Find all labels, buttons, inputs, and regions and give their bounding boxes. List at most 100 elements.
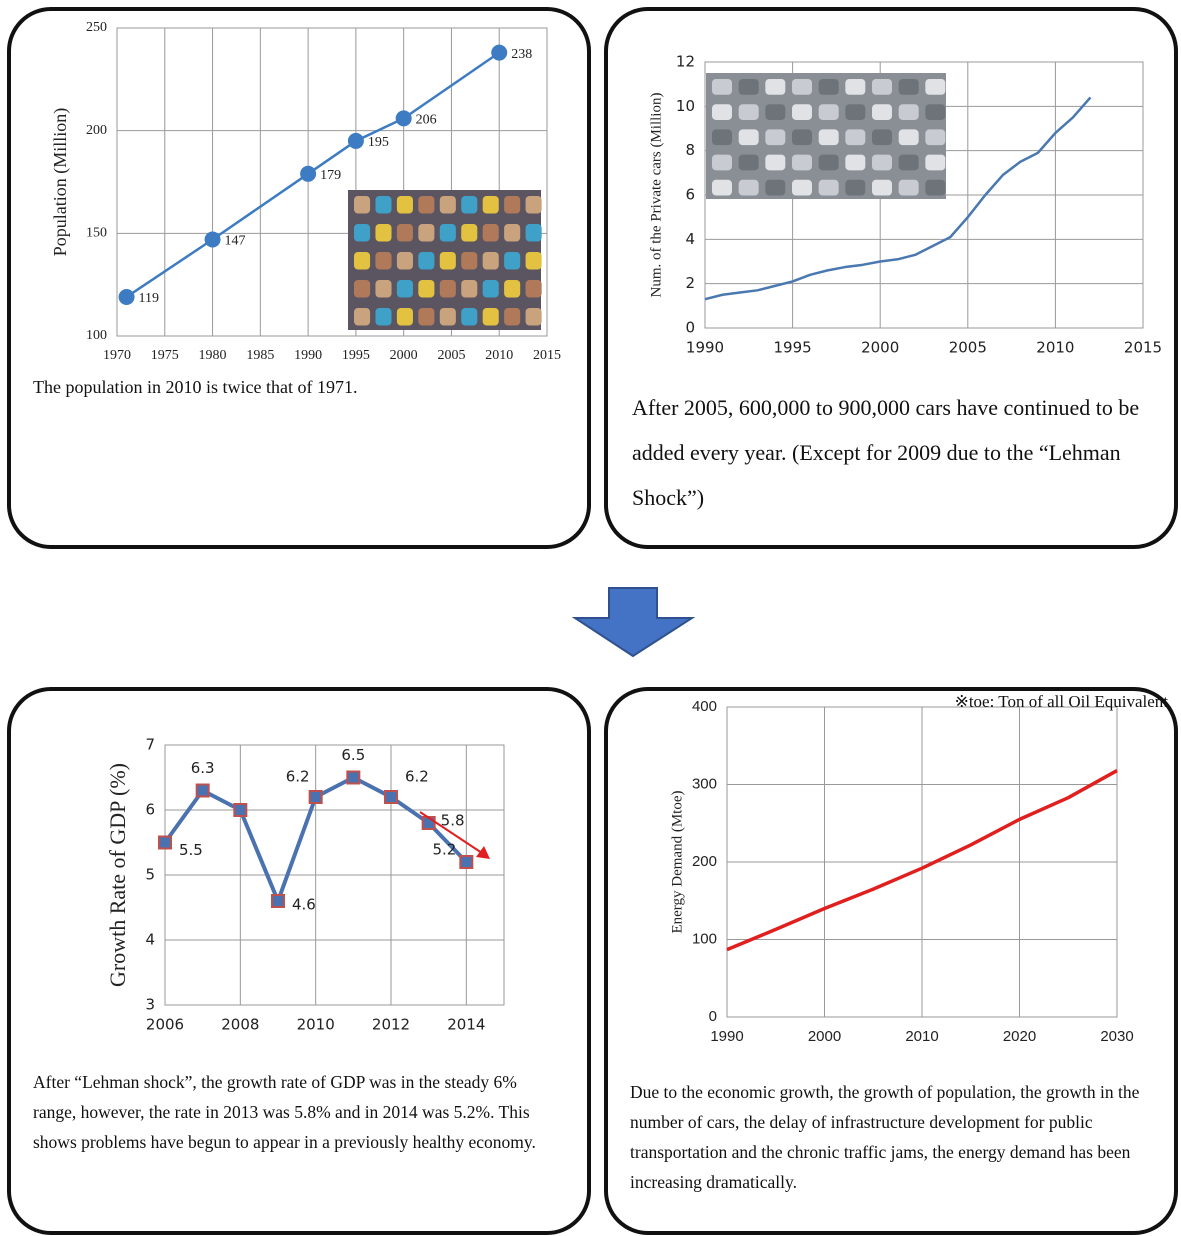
photo-detail: [375, 308, 391, 326]
photo-detail: [504, 308, 520, 326]
photo-detail: [504, 224, 520, 242]
photo-detail: [483, 196, 499, 214]
y-tick-label: 0: [685, 319, 695, 337]
photo-detail: [354, 280, 370, 298]
caption: After “Lehman shock”, the growth rate of…: [33, 1067, 563, 1157]
y-tick-label: 4: [685, 230, 695, 248]
data-label: 206: [416, 113, 437, 128]
photo-detail: [418, 252, 434, 270]
photo-detail: [765, 129, 785, 145]
y-tick-label: 200: [86, 123, 107, 138]
photo-detail: [397, 196, 413, 214]
data-label: 195: [368, 135, 389, 150]
photo-detail: [504, 252, 520, 270]
caption: The population in 2010 is twice that of …: [33, 372, 573, 402]
photo-detail: [872, 104, 892, 120]
photo-detail: [899, 155, 919, 171]
data-label: 5.2: [432, 841, 456, 859]
photo-detail: [483, 308, 499, 326]
photo-detail: [440, 252, 456, 270]
photo-detail: [712, 129, 732, 145]
photo-detail: [925, 79, 945, 95]
y-tick-label: 5: [145, 866, 155, 884]
photo-detail: [765, 180, 785, 196]
marker: [460, 856, 472, 868]
photo-detail: [526, 308, 542, 326]
photo-detail: [872, 155, 892, 171]
y-tick-label: 100: [692, 930, 717, 947]
marker: [119, 289, 135, 305]
photo-detail: [845, 155, 865, 171]
photo-detail: [397, 280, 413, 298]
photo-detail: [461, 196, 477, 214]
photo-detail: [845, 79, 865, 95]
y-tick-label: 100: [86, 328, 107, 343]
y-tick-label: 3: [145, 996, 155, 1014]
y-tick-label: 6: [685, 186, 695, 204]
photo-detail: [461, 280, 477, 298]
down-arrow: [575, 588, 692, 656]
x-tick-label: 2015: [1124, 339, 1162, 357]
marker: [348, 133, 364, 149]
y-tick-label: 200: [692, 853, 717, 870]
data-label: 6.3: [191, 759, 215, 777]
data-label: 238: [511, 47, 532, 62]
x-tick-label: 2010: [297, 1016, 335, 1034]
photo-detail: [526, 280, 542, 298]
photo-detail: [461, 308, 477, 326]
page: {"chart_data": [ {"type": "line", "ylabe…: [0, 0, 1181, 1236]
y-axis-label: Population (Million): [50, 108, 71, 257]
marker: [300, 166, 316, 182]
photo-detail: [526, 224, 542, 242]
x-tick-label: 1995: [774, 339, 812, 357]
photo-detail: [440, 196, 456, 214]
data-label: 179: [320, 168, 341, 183]
photo-detail: [375, 224, 391, 242]
x-tick-label: 2000: [390, 348, 418, 363]
y-axis-label: Energy Demand (Mtoe): [669, 790, 685, 933]
photo-detail: [461, 252, 477, 270]
photo-detail: [418, 224, 434, 242]
photo-detail: [819, 129, 839, 145]
photo-detail: [712, 180, 732, 196]
data-label: 4.6: [292, 896, 316, 914]
marker: [396, 110, 412, 126]
y-tick-label: 7: [145, 736, 155, 754]
photo-detail: [418, 196, 434, 214]
x-tick-label: 2005: [437, 348, 465, 363]
photo-detail: [526, 196, 542, 214]
photo-detail: [739, 180, 759, 196]
photo-detail: [872, 180, 892, 196]
marker: [234, 804, 246, 816]
photo-detail: [440, 308, 456, 326]
y-axis-label: Growth Rate of GDP (%): [105, 763, 130, 987]
photo-detail: [739, 79, 759, 95]
x-tick-label: 1970: [103, 348, 131, 363]
photo-detail: [925, 104, 945, 120]
x-tick-label: 1975: [151, 348, 179, 363]
x-tick-label: 2010: [1036, 339, 1074, 357]
marker: [385, 791, 397, 803]
x-tick-label: 1995: [342, 348, 370, 363]
photo-detail: [765, 104, 785, 120]
x-tick-label: 1980: [199, 348, 227, 363]
photo-detail: [845, 180, 865, 196]
data-label: 5.5: [179, 841, 203, 859]
photo-detail: [792, 155, 812, 171]
photo-detail: [765, 79, 785, 95]
photo-detail: [483, 252, 499, 270]
photo-detail: [819, 180, 839, 196]
data-label: 6.2: [405, 768, 429, 786]
y-tick-label: 8: [685, 141, 695, 159]
marker: [197, 785, 209, 797]
data-label: 119: [139, 291, 159, 306]
photo-detail: [354, 252, 370, 270]
x-tick-label: 2000: [861, 339, 899, 357]
data-label: 5.8: [441, 812, 465, 830]
photo-detail: [526, 252, 542, 270]
x-tick-label: 2020: [1003, 1028, 1036, 1045]
x-tick-label: 1990: [294, 348, 322, 363]
photo-detail: [739, 129, 759, 145]
x-tick-label: 2012: [372, 1016, 410, 1034]
y-tick-label: 4: [145, 931, 155, 949]
